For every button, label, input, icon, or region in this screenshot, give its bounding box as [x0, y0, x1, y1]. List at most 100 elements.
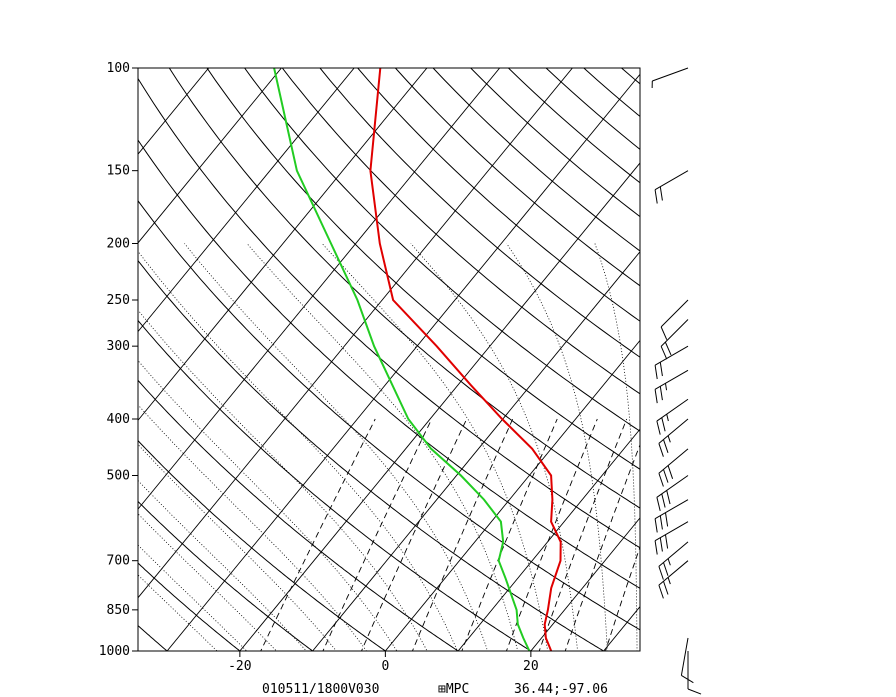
isotherm-line: [530, 517, 640, 651]
wind-barb: [654, 499, 689, 533]
dry-adiabat-line: [470, 68, 640, 218]
footer: 010511/1800V030 ⊞MPC 36.44;-97.06: [262, 682, 608, 697]
dry-adiabat-line: [138, 139, 640, 589]
pressure-tick-label: 200: [107, 237, 130, 252]
pressure-tick-label: 150: [107, 164, 130, 179]
moist-adiabat-line: [506, 243, 608, 651]
dry-adiabat-line: [319, 68, 640, 358]
temperature-axis: -20 0 20: [228, 651, 539, 674]
isotherms: [0, 55, 896, 663]
wind-barb: [654, 369, 689, 404]
dry-adiabat-line: [583, 68, 640, 118]
dry-adiabat-line: [507, 68, 640, 184]
moist-adiabat-line: [138, 360, 398, 651]
isotherm-line: [312, 251, 640, 651]
dry-adiabat-line: [620, 68, 640, 85]
wind-barbs: [651, 67, 702, 695]
moist-adiabat-line: [138, 250, 458, 651]
wind-barb: [654, 521, 689, 555]
dry-adiabat-line: [206, 68, 640, 470]
mixing-ratio-lines: [260, 418, 640, 651]
dry-adiabat-line: [718, 55, 896, 663]
pressure-tick-label: 850: [107, 603, 130, 618]
moist-adiabat-line: [184, 243, 489, 651]
pressure-tick-label: 1000: [99, 644, 130, 659]
dry-adiabat-line: [138, 259, 605, 651]
mixing-ratio-line: [361, 418, 468, 651]
wind-barb: [680, 637, 694, 684]
moist-adiabats: [138, 243, 673, 664]
wind-barb: [660, 319, 689, 360]
dry-adiabat-line: [138, 439, 387, 651]
dry-adiabat-line: [357, 68, 640, 322]
isotherm-line: [166, 73, 640, 651]
footer-datetime: 010511/1800V030: [262, 682, 379, 697]
mixing-ratio-line: [538, 418, 628, 651]
isotherm-line: [0, 55, 1, 663]
moist-adiabat-line: [246, 243, 519, 651]
wind-barb: [651, 67, 689, 89]
moist-adiabat-line: [666, 244, 673, 664]
mixing-ratio-line: [505, 418, 598, 651]
footer-source: ⊞MPC: [438, 682, 469, 697]
wind-barb: [687, 651, 702, 695]
dry-adiabat-line: [681, 55, 896, 663]
dry-adiabat-line: [432, 68, 640, 252]
isotherm-line: [603, 605, 640, 651]
isotherm-line: [138, 68, 282, 244]
temperature-tick-label: 20: [523, 659, 539, 674]
dry-adiabat-line: [644, 55, 896, 663]
mixing-ratio-line: [461, 418, 558, 651]
dry-adiabat-line: [138, 319, 532, 651]
pressure-tick-label: 250: [107, 293, 130, 308]
moist-adiabat-line: [138, 513, 277, 651]
dry-adiabat-line: [0, 55, 108, 663]
dewpoint-trace: [273, 68, 531, 651]
dry-adiabat-line: [545, 68, 640, 151]
isotherm-line: [0, 55, 147, 663]
wind-barb: [658, 560, 689, 599]
isotherm-line: [138, 68, 210, 155]
mixing-ratio-line: [564, 443, 640, 651]
isotherm-line: [666, 55, 896, 663]
temperature-tick-label: 0: [381, 659, 389, 674]
pressure-tick-label: 700: [107, 554, 130, 569]
wind-barb: [658, 448, 689, 487]
wind-barb: [660, 299, 689, 340]
mixing-ratio-line: [322, 418, 433, 651]
wind-barb: [656, 398, 689, 435]
mixing-ratio-line: [605, 545, 640, 651]
wind-barb: [654, 170, 689, 204]
temperature-tick-label: -20: [228, 659, 251, 674]
mixing-ratio-line: [411, 418, 514, 651]
dry-adiabat-line: [281, 68, 640, 395]
moist-adiabat-line: [138, 443, 337, 651]
dry-adiabat-line: [168, 68, 640, 509]
pressure-tick-label: 100: [107, 61, 130, 76]
dry-adiabat-line: [138, 379, 459, 651]
isotherm-line: [384, 339, 640, 651]
pressure-tick-label: 500: [107, 468, 130, 483]
dry-adiabat-line: [243, 68, 640, 432]
isotherm-line: [138, 68, 355, 333]
moist-adiabat-line: [138, 404, 368, 651]
moist-adiabat-line: [138, 479, 307, 651]
isotherm-line: [138, 68, 573, 599]
isotherm-line: [0, 55, 74, 663]
pressure-axis: 100 150 200 250 300 400 500 700 850 1000: [99, 61, 138, 659]
pressure-tick-label: 400: [107, 412, 130, 427]
pressure-tick-label: 300: [107, 339, 130, 354]
wind-barb: [656, 475, 689, 512]
isotherm-line: [457, 428, 640, 651]
footer-location: 36.44;-97.06: [514, 682, 608, 697]
plot-frame: [137, 67, 641, 652]
sounding-traces: [273, 68, 562, 651]
moist-adiabat-line: [321, 243, 549, 651]
moist-adiabat-line: [138, 309, 428, 651]
moist-adiabat-line: [594, 243, 638, 651]
isotherm-line: [239, 162, 640, 651]
wind-barb: [658, 541, 689, 580]
wind-barb: [654, 345, 689, 380]
dry-adiabat-line: [138, 199, 640, 631]
